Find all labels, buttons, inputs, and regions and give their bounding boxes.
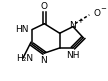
Text: N: N <box>69 21 76 30</box>
Text: +: + <box>78 18 83 24</box>
Text: HN: HN <box>16 25 29 34</box>
Text: O: O <box>41 2 48 11</box>
Text: O: O <box>93 9 100 18</box>
Text: −: − <box>100 6 106 12</box>
Text: NH: NH <box>66 51 80 60</box>
Text: H₂N: H₂N <box>16 54 33 63</box>
Text: N: N <box>40 56 47 65</box>
